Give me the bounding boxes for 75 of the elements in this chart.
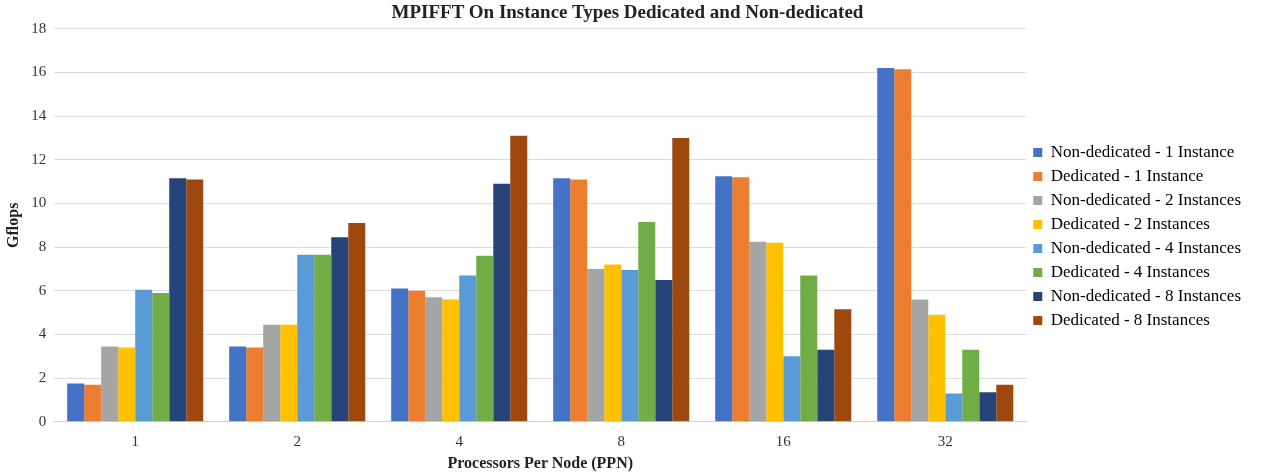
y-tick-label: 2	[38, 369, 47, 386]
bar	[945, 393, 963, 422]
bar	[638, 222, 656, 422]
legend-label: Dedicated - 2 Instances	[1050, 213, 1210, 233]
bar	[834, 309, 852, 422]
y-tick-label: 16	[31, 63, 47, 80]
bar	[996, 384, 1014, 422]
chart-title: MPIFFT On Instance Types Dedicated and Non-dedicated	[391, 1, 864, 23]
bar	[732, 177, 750, 422]
bar	[135, 289, 153, 422]
bar	[553, 178, 571, 422]
y-tick-label: 10	[31, 194, 47, 211]
bar	[459, 275, 477, 422]
bar	[118, 347, 136, 422]
bar	[877, 68, 895, 422]
bar	[655, 279, 673, 422]
y-axis-title: Gflops	[3, 202, 22, 248]
x-tick-label: 2	[293, 432, 301, 449]
bar	[169, 178, 187, 422]
bar	[928, 314, 946, 422]
bar	[604, 264, 622, 422]
bar	[263, 324, 281, 422]
bar	[621, 270, 639, 422]
bar	[67, 383, 85, 422]
bar	[280, 324, 298, 422]
y-tick-label: 6	[38, 281, 47, 298]
legend-label: Dedicated - 4 Instances	[1050, 261, 1210, 281]
y-tick-label: 4	[38, 325, 47, 342]
bar	[314, 254, 332, 422]
x-tick-label: 16	[775, 432, 792, 449]
x-axis-title: Processors Per Node (PPN)	[447, 453, 634, 472]
legend-label: Non-dedicated - 4 Instances	[1050, 237, 1242, 257]
bar	[715, 176, 733, 422]
x-tick-label: 4	[455, 432, 464, 449]
y-tick-label: 14	[31, 107, 47, 124]
y-tick-label: 12	[31, 150, 47, 167]
bar	[348, 223, 366, 422]
bar	[911, 299, 929, 422]
bar	[493, 183, 511, 422]
x-tick-label: 32	[937, 432, 953, 449]
bar	[587, 268, 605, 422]
bar	[391, 288, 409, 422]
bar	[229, 346, 247, 422]
bar	[408, 290, 426, 422]
bar	[570, 179, 588, 422]
bar	[783, 356, 801, 422]
bar	[101, 346, 119, 422]
bar	[297, 254, 315, 422]
legend-label: Dedicated - 8 Instances	[1050, 309, 1210, 329]
legend-label: Non-dedicated - 1 Instance	[1050, 141, 1235, 161]
bar	[152, 292, 170, 422]
bar	[331, 237, 349, 422]
bar	[979, 392, 997, 422]
bar	[766, 242, 784, 422]
bar	[476, 255, 494, 422]
bar	[510, 135, 528, 422]
bar	[425, 297, 443, 422]
legend-label: Non-dedicated - 2 Instances	[1050, 189, 1242, 209]
y-tick-label: 8	[38, 238, 47, 255]
x-tick-label: 8	[617, 432, 625, 449]
bar	[246, 347, 264, 422]
bar	[442, 299, 460, 422]
legend-label: Dedicated - 1 Instance	[1050, 165, 1204, 185]
y-tick-label: 18	[31, 19, 47, 36]
bar	[894, 69, 912, 422]
legend-label: Non-dedicated - 8 Instances	[1050, 285, 1242, 305]
bar	[84, 384, 102, 422]
bar	[749, 241, 767, 422]
y-tick-label: 0	[38, 412, 47, 429]
bar	[672, 137, 690, 422]
bar	[817, 349, 835, 422]
bar	[800, 275, 818, 422]
x-tick-label: 1	[131, 432, 139, 449]
bar	[962, 349, 980, 422]
bar	[186, 179, 204, 422]
